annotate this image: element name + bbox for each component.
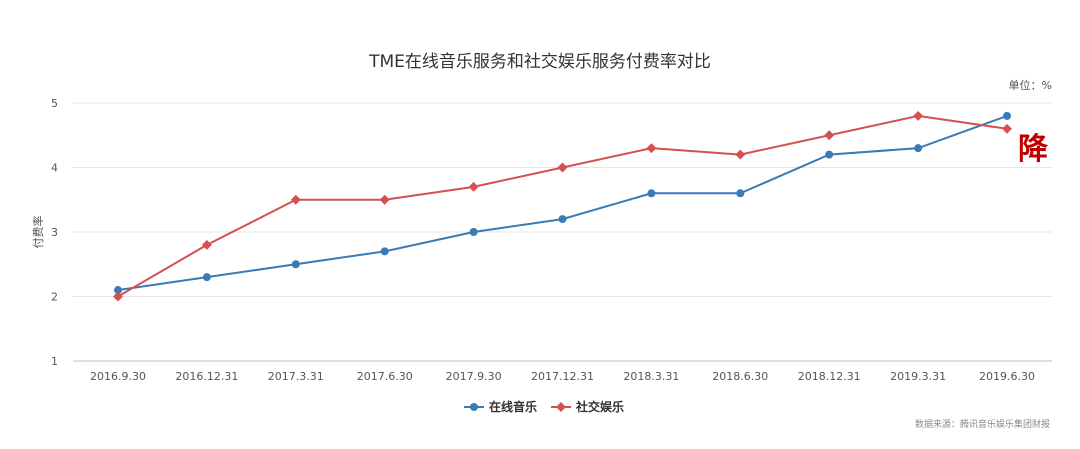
- x-tick-label: 2016.12.31: [175, 370, 238, 383]
- data-point[interactable]: [291, 260, 300, 269]
- data-point[interactable]: [290, 194, 301, 205]
- chart-title: TME在线音乐服务和社交娱乐服务付费率对比: [368, 52, 711, 72]
- series-line-0: [117, 114, 1008, 292]
- data-point[interactable]: [825, 150, 834, 159]
- data-point[interactable]: [1002, 123, 1012, 134]
- data-point[interactable]: [114, 286, 122, 295]
- data-point[interactable]: [469, 228, 478, 236]
- data-point[interactable]: [647, 189, 656, 198]
- data-point[interactable]: [914, 144, 923, 153]
- source-note: 数据来源：腾讯音乐娱乐集团财报: [915, 418, 1050, 430]
- x-tick-label: 2017.6.30: [357, 370, 413, 383]
- unit-label: 单位：%: [1009, 78, 1052, 92]
- legend: 在线音乐 社交娱乐: [464, 399, 624, 414]
- data-point[interactable]: [113, 291, 123, 302]
- x-tick-label: 2018.12.31: [798, 370, 861, 383]
- decline-annotation: 降: [1018, 132, 1049, 167]
- y-axis-label: 付费率: [31, 216, 45, 249]
- y-tick-label: 5: [51, 97, 58, 110]
- x-tick-label: 2016.9.30: [90, 370, 146, 383]
- legend-item-social-entertainment[interactable]: 社交娱乐: [551, 399, 624, 414]
- legend-label-online-music: 在线音乐: [489, 399, 537, 414]
- data-point[interactable]: [202, 273, 211, 282]
- legend-marker-online-music: [470, 403, 478, 411]
- data-point[interactable]: [735, 149, 746, 160]
- data-point[interactable]: [646, 143, 657, 154]
- y-tick-label: 2: [51, 291, 58, 304]
- data-point[interactable]: [558, 215, 567, 224]
- y-tick-label: 4: [51, 162, 58, 175]
- x-tick-label: 2019.3.31: [890, 370, 946, 383]
- legend-marker-social-entertainment: [556, 402, 566, 412]
- series-group: [113, 110, 1012, 302]
- x-tick-label: 2017.3.31: [268, 370, 324, 383]
- data-point[interactable]: [379, 194, 390, 205]
- legend-label-social-entertainment: 社交娱乐: [575, 399, 624, 414]
- x-tick-label: 2019.6.30: [979, 370, 1035, 383]
- data-point[interactable]: [1003, 111, 1011, 120]
- series-line-1: [117, 114, 1008, 298]
- data-point[interactable]: [824, 130, 835, 141]
- x-tick-label: 2017.12.31: [531, 370, 594, 383]
- y-axis-ticks: 1 2 3 4 5: [51, 97, 58, 368]
- y-tick-label: 1: [51, 355, 58, 368]
- x-tick-label: 2017.9.30: [446, 370, 502, 383]
- x-axis-ticks: 2016.9.30 2016.12.31 2017.3.31 2017.6.30 201…: [90, 370, 1035, 383]
- data-point[interactable]: [913, 110, 924, 121]
- x-tick-label: 2018.6.30: [712, 370, 768, 383]
- data-point[interactable]: [468, 181, 479, 192]
- legend-item-online-music[interactable]: 在线音乐: [464, 399, 537, 414]
- y-tick-label: 3: [51, 226, 58, 239]
- data-point[interactable]: [201, 239, 212, 250]
- data-point[interactable]: [557, 162, 568, 173]
- data-point[interactable]: [736, 189, 745, 198]
- data-point[interactable]: [380, 247, 389, 256]
- x-tick-label: 2018.3.31: [623, 370, 679, 383]
- gridlines: [73, 102, 1052, 297]
